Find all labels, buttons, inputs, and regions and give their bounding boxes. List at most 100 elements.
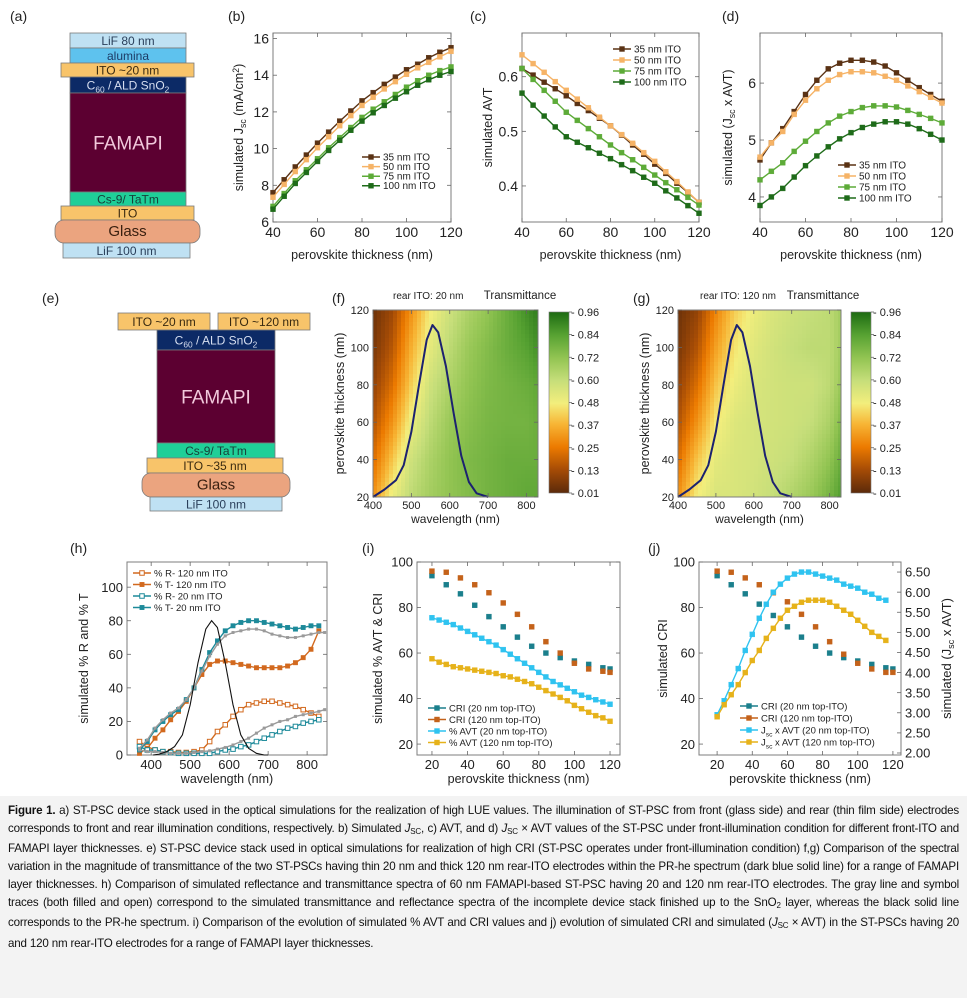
heatmap-cell <box>533 482 537 486</box>
heatmap-cell <box>533 390 537 394</box>
heatmap-cell <box>393 394 397 398</box>
heatmap-cell <box>754 314 758 318</box>
heatmap-cell <box>790 454 794 458</box>
heatmap-cell <box>702 402 706 406</box>
heatmap-cell <box>525 414 529 418</box>
data-point <box>404 67 409 72</box>
heatmap-cell <box>373 334 377 338</box>
heatmap-cell <box>810 458 814 462</box>
data-point <box>426 73 431 78</box>
heatmap-cell <box>790 342 794 346</box>
heatmap-cell <box>806 486 810 490</box>
heatmap-cell <box>746 482 750 486</box>
heatmap-cell <box>818 418 822 422</box>
data-point <box>600 715 605 720</box>
heatmap-cell <box>497 342 501 346</box>
heatmap-cell <box>509 326 513 330</box>
heatmap-cell <box>513 378 517 382</box>
heatmap-cell <box>489 318 493 322</box>
heatmap-cell <box>493 374 497 378</box>
heatmap-cell <box>834 454 838 458</box>
heatmap-cell <box>806 350 810 354</box>
heatmap-cell <box>525 482 529 486</box>
heatmap-cell <box>433 386 437 390</box>
heatmap-cell <box>810 326 814 330</box>
heatmap-cell <box>481 362 485 366</box>
y-tick-label: 16 <box>253 31 269 47</box>
heatmap-cell <box>417 438 421 442</box>
heatmap-cell <box>465 490 469 494</box>
data-point <box>928 132 933 137</box>
heatmap-cell <box>409 366 413 370</box>
text-part: x AVT) <box>939 598 954 640</box>
heatmap-cell <box>790 314 794 318</box>
heatmap-cell <box>774 398 778 402</box>
heatmap-cell <box>437 478 441 482</box>
data-point <box>285 726 290 731</box>
heatmap-cell <box>513 438 517 442</box>
heatmap-cell <box>445 450 449 454</box>
heatmap-cell <box>497 386 501 390</box>
heatmap-cell <box>401 370 405 374</box>
heatmap-cell <box>750 450 754 454</box>
heatmap-cell <box>373 486 377 490</box>
data-point <box>558 651 563 656</box>
heatmap-cell <box>489 398 493 402</box>
heatmap-cell <box>718 370 722 374</box>
heatmap-cell <box>810 370 814 374</box>
heatmap-cell <box>690 350 694 354</box>
heatmap-cell <box>489 450 493 454</box>
x-tick-label: 20 <box>425 757 439 772</box>
heatmap-cell <box>457 486 461 490</box>
text-part: ITO ~120 nm <box>229 315 299 329</box>
heatmap-cell <box>830 458 834 462</box>
heatmap-cell <box>730 434 734 438</box>
heatmap-cell <box>461 358 465 362</box>
heatmap-cell <box>806 422 810 426</box>
heatmap-cell <box>710 422 714 426</box>
heatmap-cell <box>830 338 834 342</box>
heatmap-cell <box>453 398 457 402</box>
heatmap-cell <box>409 486 413 490</box>
heatmap-cell <box>706 358 710 362</box>
data-point <box>239 744 244 749</box>
heatmap-cell <box>401 366 405 370</box>
heatmap-cell <box>457 366 461 370</box>
heatmap-cell <box>417 406 421 410</box>
heatmap-cell <box>373 390 377 394</box>
heatmap-cell <box>742 438 746 442</box>
heatmap-cell <box>806 482 810 486</box>
heatmap-cell <box>794 310 798 314</box>
heatmap-cell <box>489 370 493 374</box>
heatmap-cell <box>730 414 734 418</box>
heatmap-cell <box>822 454 826 458</box>
data-point <box>860 125 865 130</box>
data-point <box>871 60 876 65</box>
heatmap-cell <box>738 354 742 358</box>
colorbar-tick-label: - 0.01 <box>571 488 599 500</box>
heatmap-cell <box>521 430 525 434</box>
heatmap-cell <box>706 422 710 426</box>
heatmap-cell <box>718 466 722 470</box>
heatmap-cell <box>726 458 730 462</box>
data-point <box>254 618 259 623</box>
data-point <box>778 616 783 621</box>
heatmap-cell <box>433 462 437 466</box>
data-point <box>750 658 755 663</box>
heatmap-cell <box>529 342 533 346</box>
heatmap-cell <box>529 334 533 338</box>
heatmap-cell <box>778 410 782 414</box>
heatmap-cell <box>742 314 746 318</box>
heatmap-cell <box>437 318 441 322</box>
heatmap-cell <box>742 378 746 382</box>
heatmap-cell <box>445 462 449 466</box>
panel-label-e: (e) <box>42 290 59 306</box>
heatmap-cell <box>802 398 806 402</box>
heatmap-cell <box>802 450 806 454</box>
heatmap-cell <box>790 426 794 430</box>
heatmap-cell <box>782 482 786 486</box>
heatmap-cell <box>389 438 393 442</box>
data-point <box>294 715 297 718</box>
heatmap-cell <box>834 310 838 314</box>
heatmap-cell <box>790 358 794 362</box>
